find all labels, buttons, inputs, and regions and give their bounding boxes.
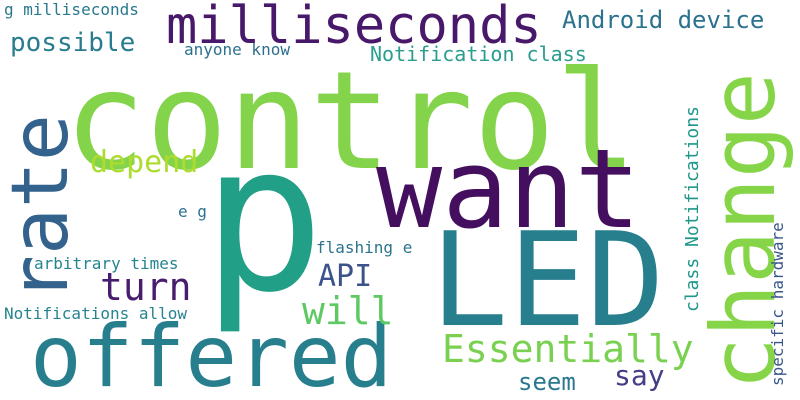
word-notifications-allow: Notifications allow [4,304,188,323]
word-say: say [614,359,665,392]
word-essentially: Essentially [442,327,694,371]
word-notification-class: Notification class [370,42,587,66]
word-flashing-e: flashing e [316,238,413,257]
word-will: will [302,289,394,333]
word-e-g: e g [178,202,207,221]
word-arbitrary-times: arbitrary times [34,254,179,273]
word-rate: rate [0,114,86,302]
word-possible: possible [10,28,136,58]
word-specific-hardware: specific hardware [768,222,787,386]
word-api: API [318,259,373,294]
word-android-device: Android device [562,6,765,34]
word-want: want [376,125,641,253]
word-turn: turn [100,265,192,309]
word-g-milliseconds: g milliseconds [4,0,139,19]
word-depend: depend [90,145,199,180]
word-seem: seem [518,368,576,396]
word-offered: offered [30,307,393,400]
word-class-notifications: class Notifications [682,106,703,312]
word-led: LED [430,204,665,356]
word-milliseconds: milliseconds [166,0,542,56]
word-control: control [64,43,638,201]
word-anyone-know: anyone know [184,40,290,59]
word-p: p [202,101,325,338]
